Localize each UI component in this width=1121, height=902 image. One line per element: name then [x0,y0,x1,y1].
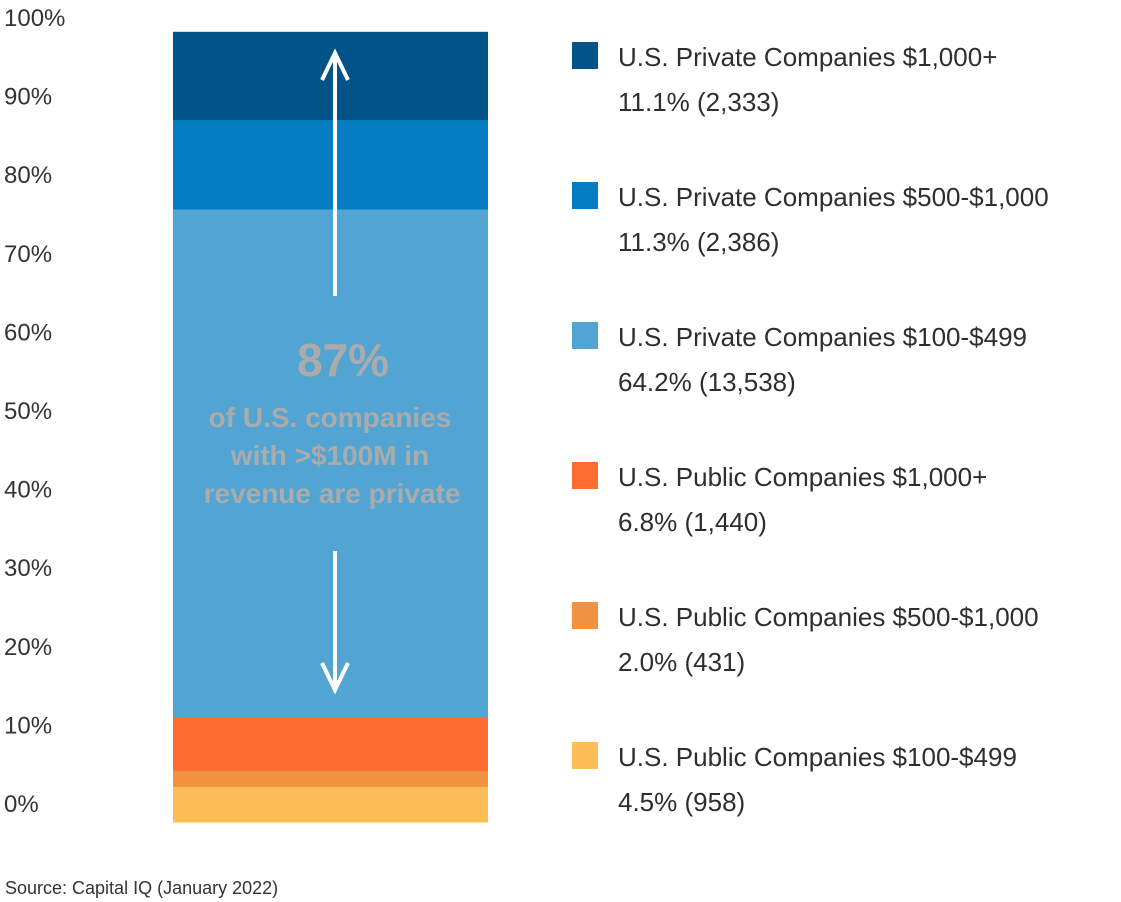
legend-name: U.S. Public Companies $100-$499 [618,742,1017,772]
y-tick-label: 70% [4,241,52,268]
legend-value: 4.5% (958) [618,787,745,817]
legend-swatch [572,322,598,349]
y-tick-label: 20% [4,634,52,661]
y-tick-label: 40% [4,477,52,504]
legend-name: U.S. Public Companies $500-$1,000 [618,602,1039,632]
y-tick-label: 90% [4,84,52,111]
y-tick-label: 100% [4,5,65,32]
y-tick-label: 30% [4,555,52,582]
legend-name: U.S. Public Companies $1,000+ [618,462,987,492]
legend-value: 2.0% (431) [618,647,745,677]
legend-value: 64.2% (13,538) [618,367,796,397]
annotation-line: with >$100M in [230,440,429,471]
y-axis: 0% 10% 20% 30% 40% 50% 60% 70% 80% 90% 100% [4,5,65,818]
bar-segment [173,31,488,121]
bar-segment [173,208,488,718]
y-tick-label: 0% [4,791,39,818]
bar-segment [173,119,488,210]
legend-swatch [572,742,598,769]
y-tick-label: 60% [4,319,52,346]
up-arrow-icon [320,48,350,296]
bar-segment [173,786,488,823]
annotation-line: revenue are private [204,478,461,509]
bar-segment [173,770,488,787]
legend-name: U.S. Private Companies $100-$499 [618,322,1027,352]
y-tick-label: 10% [4,712,52,739]
legend-swatch [572,182,598,209]
legend-value: 6.8% (1,440) [618,507,767,537]
legend-name: U.S. Private Companies $1,000+ [618,42,997,72]
annotation-headline: 87% [297,334,389,386]
legend-value: 11.1% (2,333) [618,87,779,117]
legend: U.S. Private Companies $1,000+ 11.1% (2,3… [572,42,1049,817]
y-tick-label: 80% [4,162,52,189]
bar-stack [173,31,488,823]
legend-swatch [572,462,598,489]
legend-name: U.S. Private Companies $500-$1,000 [618,182,1049,212]
legend-swatch [572,602,598,629]
legend-value: 11.3% (2,386) [618,227,779,257]
down-arrow-icon [320,551,350,695]
bar-segment [173,716,488,772]
legend-swatch [572,42,598,69]
y-tick-label: 50% [4,398,52,425]
source-note: Source: Capital IQ (January 2022) [5,878,278,898]
annotation-line: of U.S. companies [209,402,452,433]
